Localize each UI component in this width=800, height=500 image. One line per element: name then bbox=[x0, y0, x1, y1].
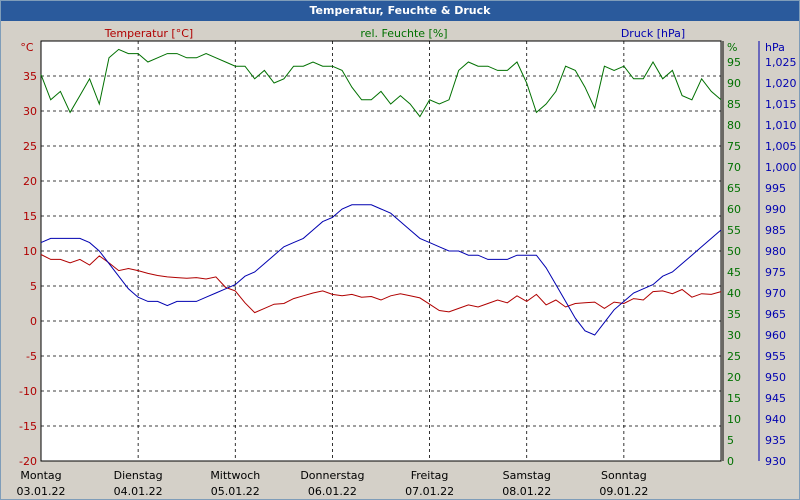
humidity-axis-label: rel. Feuchte [%] bbox=[360, 27, 447, 40]
humidity-tick-label: 10 bbox=[727, 413, 741, 426]
day-weekday-label: Freitag bbox=[411, 469, 449, 482]
humidity-series-line bbox=[40, 48, 722, 118]
day-weekday-label: Sonntag bbox=[601, 469, 647, 482]
pressure-tick-label: 1,025 bbox=[765, 56, 797, 69]
temperature-tick-label: 30 bbox=[23, 105, 37, 118]
pressure-tick-label: 1,000 bbox=[765, 161, 797, 174]
pressure-tick-label: 1,005 bbox=[765, 140, 797, 153]
day-date-label: 05.01.22 bbox=[211, 485, 260, 498]
humidity-tick-label: 75 bbox=[727, 140, 741, 153]
day-weekday-label: Dienstag bbox=[114, 469, 163, 482]
pressure-unit: hPa bbox=[765, 41, 785, 54]
pressure-tick-label: 975 bbox=[765, 266, 786, 279]
pressure-tick-label: 970 bbox=[765, 287, 786, 300]
temperature-series-line bbox=[40, 254, 722, 314]
humidity-tick-label: 50 bbox=[727, 245, 741, 258]
humidity-tick-label: 35 bbox=[727, 308, 741, 321]
temperature-tick-label: 10 bbox=[23, 245, 37, 258]
day-date-label: 04.01.22 bbox=[114, 485, 163, 498]
humidity-tick-label: 20 bbox=[727, 371, 741, 384]
pressure-tick-label: 1,020 bbox=[765, 77, 797, 90]
pressure-tick-label: 965 bbox=[765, 308, 786, 321]
day-date-label: 09.01.22 bbox=[599, 485, 648, 498]
humidity-tick-label: 85 bbox=[727, 98, 741, 111]
temperature-tick-label: -15 bbox=[19, 420, 37, 433]
temperature-tick-label: 15 bbox=[23, 210, 37, 223]
temperature-tick-label: -20 bbox=[19, 455, 37, 468]
humidity-tick-label: 95 bbox=[727, 56, 741, 69]
temperature-tick-label: 25 bbox=[23, 140, 37, 153]
pressure-tick-label: 995 bbox=[765, 182, 786, 195]
temperature-tick-label: 35 bbox=[23, 70, 37, 83]
humidity-tick-label: 30 bbox=[727, 329, 741, 342]
humidity-tick-label: 55 bbox=[727, 224, 741, 237]
day-weekday-label: Mittwoch bbox=[210, 469, 260, 482]
humidity-tick-label: 90 bbox=[727, 77, 741, 90]
humidity-tick-label: 25 bbox=[727, 350, 741, 363]
temperature-tick-label: 20 bbox=[23, 175, 37, 188]
pressure-axis-label: Druck [hPa] bbox=[621, 27, 685, 40]
day-weekday-label: Montag bbox=[20, 469, 61, 482]
day-date-label: 06.01.22 bbox=[308, 485, 357, 498]
temperature-tick-label: 0 bbox=[30, 315, 37, 328]
temperature-unit: °C bbox=[20, 41, 34, 54]
pressure-tick-label: 985 bbox=[765, 224, 786, 237]
pressure-tick-label: 1,010 bbox=[765, 119, 797, 132]
pressure-tick-label: 955 bbox=[765, 350, 786, 363]
pressure-tick-label: 960 bbox=[765, 329, 786, 342]
window-title: Temperatur, Feuchte & Druck bbox=[1, 1, 799, 21]
day-weekday-label: Samstag bbox=[503, 469, 551, 482]
humidity-tick-label: 5 bbox=[727, 434, 734, 447]
pressure-tick-label: 930 bbox=[765, 455, 786, 468]
temperature-tick-label: -5 bbox=[26, 350, 37, 363]
pressure-series-line bbox=[40, 204, 722, 336]
temperature-axis-label: Temperatur [°C] bbox=[104, 27, 193, 40]
pressure-tick-label: 945 bbox=[765, 392, 786, 405]
humidity-tick-label: 80 bbox=[727, 119, 741, 132]
day-weekday-label: Donnerstag bbox=[300, 469, 364, 482]
humidity-tick-label: 60 bbox=[727, 203, 741, 216]
pressure-tick-label: 1,015 bbox=[765, 98, 797, 111]
pressure-tick-label: 940 bbox=[765, 413, 786, 426]
day-date-label: 07.01.22 bbox=[405, 485, 454, 498]
humidity-tick-label: 70 bbox=[727, 161, 741, 174]
pressure-tick-label: 935 bbox=[765, 434, 786, 447]
humidity-tick-label: 15 bbox=[727, 392, 741, 405]
pressure-tick-label: 990 bbox=[765, 203, 786, 216]
temperature-tick-label: -10 bbox=[19, 385, 37, 398]
humidity-tick-label: 40 bbox=[727, 287, 741, 300]
temperature-tick-label: 5 bbox=[30, 280, 37, 293]
pressure-tick-label: 980 bbox=[765, 245, 786, 258]
pressure-tick-label: 950 bbox=[765, 371, 786, 384]
humidity-unit: % bbox=[727, 41, 737, 54]
day-date-label: 08.01.22 bbox=[502, 485, 551, 498]
humidity-tick-label: 65 bbox=[727, 182, 741, 195]
humidity-tick-label: 45 bbox=[727, 266, 741, 279]
humidity-tick-label: 0 bbox=[727, 455, 734, 468]
day-date-label: 03.01.22 bbox=[17, 485, 66, 498]
